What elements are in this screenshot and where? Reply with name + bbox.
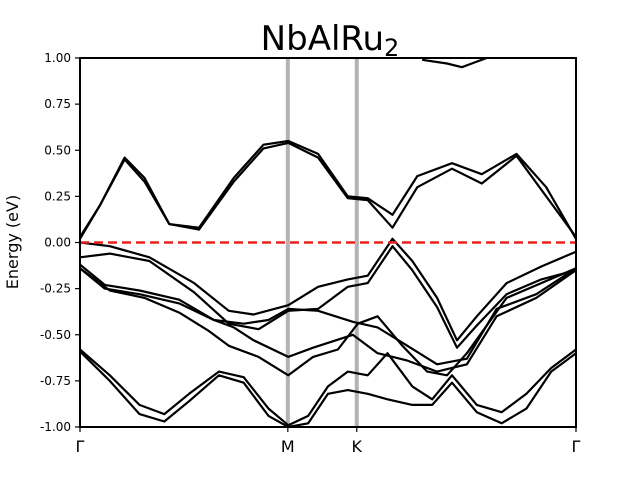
band-line-10 bbox=[422, 58, 488, 69]
chart-title: NbAlRu2 bbox=[261, 19, 400, 62]
bands-group bbox=[80, 58, 576, 427]
y-tick-label: -1.00 bbox=[40, 420, 71, 434]
plot-area: 1.00 0.75 0.50 0.25 0.00 -0.25 -0.50 -0.75 -1.00… bbox=[40, 51, 581, 456]
band-line-4 bbox=[80, 245, 576, 349]
band-line-8 bbox=[80, 348, 576, 427]
x-tick-label: Γ bbox=[572, 437, 581, 456]
y-tick-label: 0.50 bbox=[44, 143, 71, 157]
y-axis-label: Energy (eV) bbox=[3, 195, 22, 289]
band-line-1 bbox=[80, 139, 576, 240]
band-line-3 bbox=[80, 237, 576, 342]
band-line-6 bbox=[80, 263, 576, 373]
band-line-7 bbox=[80, 267, 576, 377]
y-tick-label: 0.75 bbox=[44, 97, 71, 111]
y-tick-label: 0.00 bbox=[44, 236, 71, 250]
y-tick-label: -0.50 bbox=[40, 328, 71, 342]
band-line-5 bbox=[80, 267, 576, 366]
y-tick-label: 1.00 bbox=[44, 51, 71, 65]
x-tick-label: K bbox=[352, 437, 363, 456]
y-tick-label: 0.25 bbox=[44, 189, 71, 203]
band-line-9 bbox=[80, 350, 576, 427]
y-tick-label: -0.75 bbox=[40, 374, 71, 388]
band-line-2 bbox=[80, 141, 576, 238]
y-tick-label: -0.25 bbox=[40, 282, 71, 296]
x-tick-label: Γ bbox=[76, 437, 85, 456]
x-tick-label: M bbox=[281, 437, 295, 456]
